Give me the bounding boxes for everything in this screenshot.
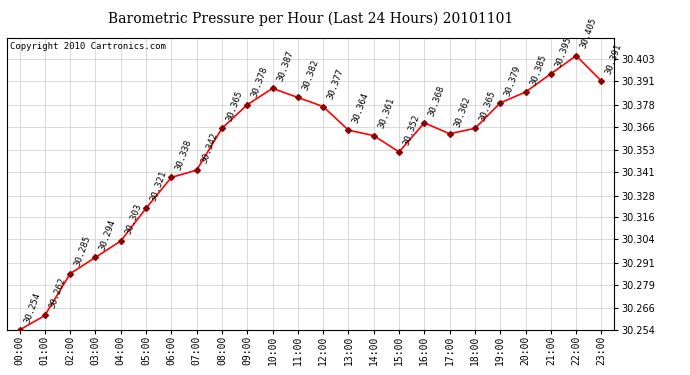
Text: 30.368: 30.368 <box>427 84 446 117</box>
Text: Copyright 2010 Cartronics.com: Copyright 2010 Cartronics.com <box>10 42 166 51</box>
Text: 30.378: 30.378 <box>250 66 270 99</box>
Text: 30.262: 30.262 <box>48 276 67 310</box>
Text: 30.385: 30.385 <box>529 53 548 87</box>
Text: 30.338: 30.338 <box>174 138 194 172</box>
Text: 30.303: 30.303 <box>124 202 143 236</box>
Text: 30.405: 30.405 <box>579 17 598 50</box>
Text: 30.361: 30.361 <box>377 97 396 130</box>
Text: 30.254: 30.254 <box>22 291 42 324</box>
Text: 30.377: 30.377 <box>326 68 346 101</box>
Text: 30.342: 30.342 <box>199 131 219 165</box>
Text: 30.364: 30.364 <box>351 91 371 124</box>
Text: 30.395: 30.395 <box>553 35 573 68</box>
Text: 30.321: 30.321 <box>149 170 168 203</box>
Text: Barometric Pressure per Hour (Last 24 Hours) 20101101: Barometric Pressure per Hour (Last 24 Ho… <box>108 11 513 26</box>
Text: 30.382: 30.382 <box>301 58 320 92</box>
Text: 30.365: 30.365 <box>477 89 497 123</box>
Text: 30.387: 30.387 <box>275 50 295 83</box>
Text: 30.294: 30.294 <box>98 218 118 252</box>
Text: 30.285: 30.285 <box>73 235 92 268</box>
Text: 30.352: 30.352 <box>402 113 422 146</box>
Text: 30.362: 30.362 <box>453 95 472 128</box>
Text: 30.391: 30.391 <box>604 42 624 75</box>
Text: 30.365: 30.365 <box>225 89 244 123</box>
Text: 30.379: 30.379 <box>503 64 522 98</box>
